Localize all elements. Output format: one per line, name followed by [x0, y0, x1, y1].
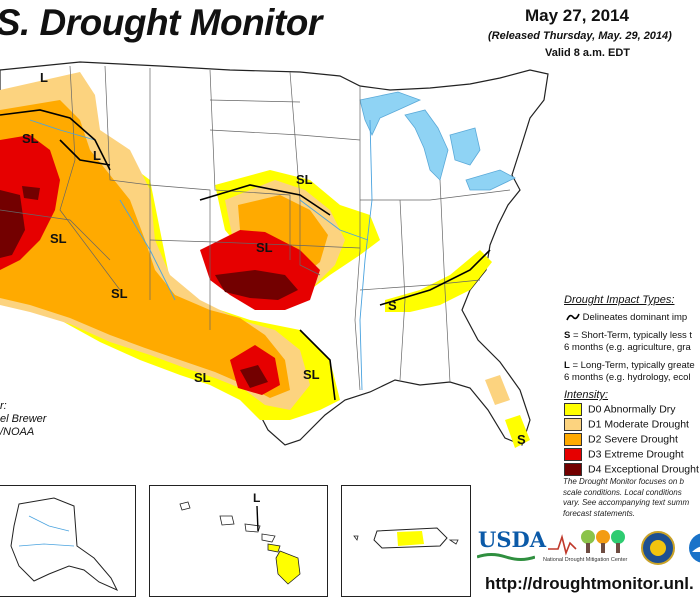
map-label: L: [253, 491, 260, 505]
author-line: el Brewer: [0, 413, 47, 425]
legend-swatch: [564, 433, 582, 446]
map-label: SL: [303, 367, 320, 382]
drought-monitor-url[interactable]: http://droughtmonitor.unl.: [485, 574, 694, 593]
impact-line-text: Delineates dominant imp: [582, 312, 688, 323]
legend-row-d2: D2 Severe Drought: [564, 433, 678, 446]
author-credit: r: el Brewer /NOAA: [0, 400, 46, 439]
legend-label: D2 Severe Drought: [588, 433, 678, 446]
map-label: SL: [50, 231, 67, 246]
d4-areas: [0, 186, 298, 388]
legend-label: D3 Extreme Drought: [588, 448, 684, 461]
impact-l-letter: L: [564, 360, 570, 371]
map-date: May 27, 2014: [525, 6, 629, 25]
map-label: SL: [256, 240, 273, 255]
map-label: L: [40, 70, 48, 85]
legend-row-d1: D1 Moderate Drought: [564, 418, 689, 431]
intensity-title: Intensity:: [564, 389, 609, 401]
hawaii-map: L: [179, 491, 301, 585]
monitor-note: The Drought Monitor focuses on b scale c…: [563, 477, 700, 519]
note-line: vary. See accompanying text summ: [563, 498, 690, 507]
impact-s-text: = Short-Term, typically less t: [570, 330, 693, 341]
noaa-seal: [689, 533, 700, 563]
note-line: scale conditions. Local conditions: [563, 487, 682, 497]
map-label: L: [93, 148, 101, 163]
impact-line-key: Delineates dominant imp: [566, 312, 687, 323]
map-label: SL: [111, 286, 128, 301]
legend-label: D4 Exceptional Drought: [588, 463, 699, 476]
legend-swatch: [564, 418, 582, 431]
impact-s-letter: S: [564, 330, 571, 341]
puerto-rico-map: [353, 527, 459, 549]
map-label: S: [517, 432, 526, 447]
valid-time: Valid 8 a.m. EDT: [545, 47, 630, 59]
commerce-seal: [641, 531, 675, 565]
map-label: S: [388, 298, 397, 313]
impact-s-text-2: 6 months (e.g. agriculture, gra: [564, 342, 691, 353]
impact-types-title: Drought Impact Types:: [564, 294, 675, 306]
impact-l-text: = Long-Term, typically greate: [569, 360, 695, 371]
legend-label: D1 Moderate Drought: [588, 418, 689, 431]
drought-map: L SL L SL SL SL SL SL SL S S: [0, 61, 549, 448]
alaska-inset: [0, 485, 136, 597]
map-label: SL: [296, 172, 313, 187]
note-line: forecast statements.: [563, 508, 636, 518]
legend-row-d0: D0 Abnormally Dry: [564, 403, 676, 416]
note-line: The Drought Monitor focuses on b: [563, 477, 684, 486]
ndmc-logo-text: National Drought Mitigation Center: [543, 557, 628, 563]
impact-l-text-2: 6 months (e.g. hydrology, ecol: [564, 372, 691, 383]
impact-boundaries: [0, 109, 491, 401]
map-label: SL: [194, 370, 211, 385]
alaska-map: [10, 497, 119, 592]
map-label: SL: [22, 131, 39, 146]
usda-logo: USDA: [478, 527, 546, 552]
legend-row-d4: D4 Exceptional Drought: [564, 463, 699, 476]
hawaii-inset: L: [149, 485, 328, 597]
impact-l-key: L = Long-Term, typically greate: [564, 360, 695, 371]
legend-label: D0 Abnormally Dry: [588, 403, 676, 416]
state-boundaries: [0, 65, 511, 391]
puerto-rico-inset: [341, 485, 471, 597]
legend-swatch: [564, 448, 582, 461]
usda-logo-mark: [477, 553, 535, 561]
author-line: /NOAA: [0, 426, 35, 438]
legend-swatch: [564, 463, 582, 476]
map-title: .S. Drought Monitor: [0, 2, 322, 43]
legend-row-d3: D3 Extreme Drought: [564, 448, 684, 461]
rivers: [29, 119, 373, 391]
author-line: r:: [0, 400, 7, 412]
legend-swatch: [564, 403, 582, 416]
release-date: (Released Thursday, May. 29, 2014): [488, 30, 672, 42]
impact-s-key: S = Short-Term, typically less t: [564, 330, 692, 341]
ndmc-logo: [548, 530, 625, 556]
boundary-line-icon: [566, 314, 580, 321]
